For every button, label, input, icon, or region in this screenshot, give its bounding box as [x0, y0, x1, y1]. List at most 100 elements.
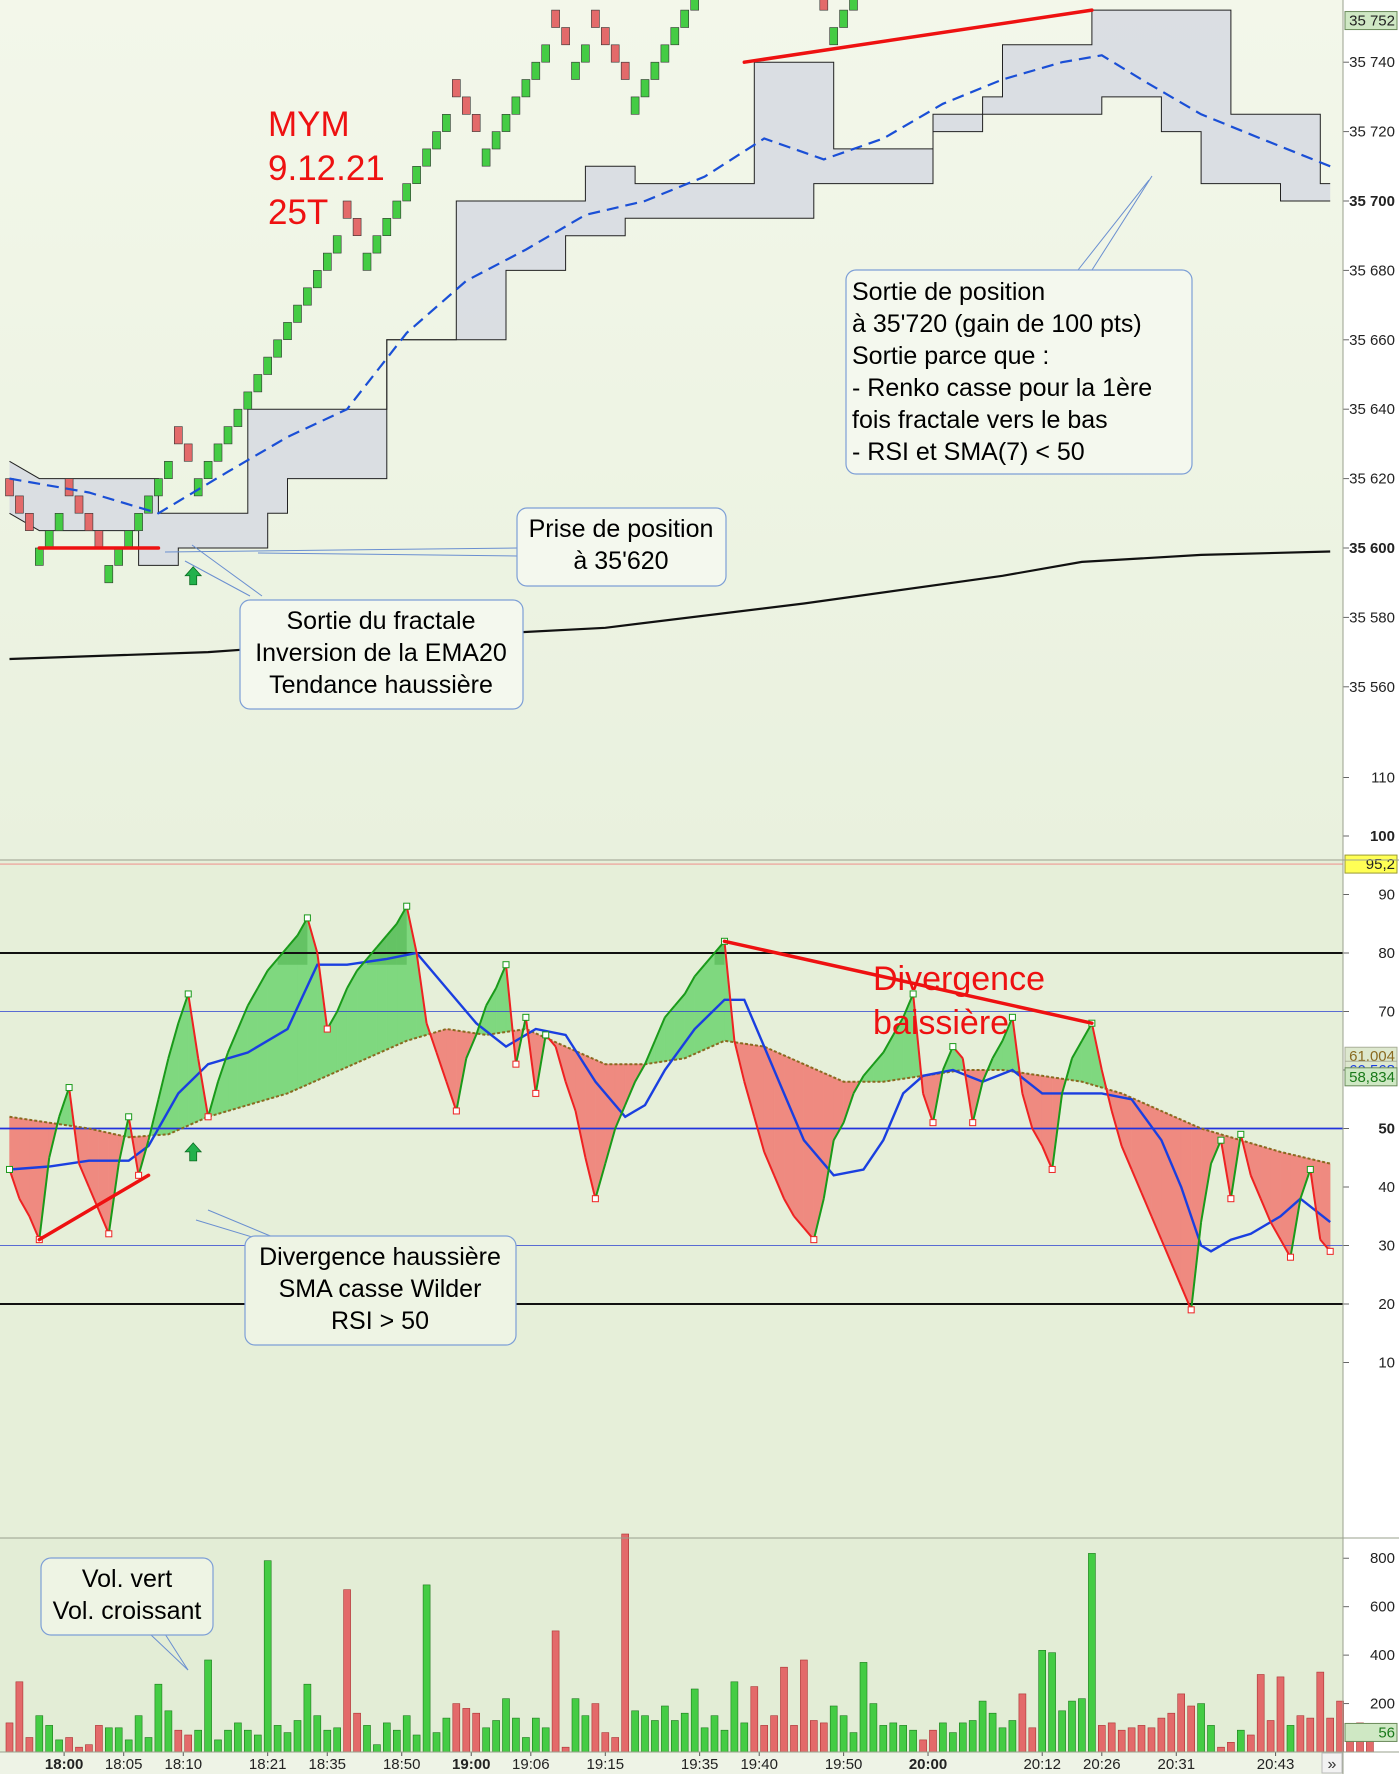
bull-div-callout-line: RSI > 50 [331, 1307, 429, 1335]
price-tick-label: 35 620 [1349, 471, 1395, 488]
renko-brick-down [562, 28, 570, 45]
volume-callout: Vol. vert Vol. croissant [41, 1558, 213, 1635]
rsi-panel-bg [0, 860, 1343, 1538]
chart-title-symbol: MYM [268, 105, 350, 144]
volume-bar [244, 1730, 251, 1752]
renko-brick-up [661, 45, 669, 62]
volume-bar [234, 1723, 241, 1752]
volume-bar [751, 1687, 758, 1752]
volume-bar [1237, 1730, 1244, 1752]
price-tick-label: 35 680 [1349, 262, 1395, 279]
renko-brick-up [224, 427, 232, 444]
renko-brick-down [6, 479, 14, 496]
renko-brick-up [35, 548, 43, 565]
volume-bar [1039, 1650, 1046, 1752]
renko-brick-up [641, 80, 649, 97]
rsi-fill-segment [1171, 1115, 1181, 1286]
renko-brick-down [65, 479, 73, 496]
volume-bar [145, 1738, 152, 1753]
volume-bar [1029, 1728, 1036, 1752]
rsi-fill-segment [357, 959, 367, 1063]
rsi-pivot-point [592, 1196, 598, 1202]
renko-brick-up [313, 270, 321, 287]
volume-bar [26, 1738, 33, 1753]
volume-bar [681, 1713, 688, 1752]
volume-bar [1158, 1718, 1165, 1752]
exit-callout-line: Sortie de position [852, 278, 1045, 306]
renko-brick-down [75, 496, 83, 513]
rsi-pivot-point [1238, 1131, 1244, 1137]
renko-brick-up [502, 114, 510, 131]
renko-brick-up [333, 236, 341, 253]
time-tick-label: 19:50 [825, 1756, 863, 1773]
renko-brick-up [532, 62, 540, 79]
rsi-fill-segment [705, 953, 715, 1050]
rsi-pivot-point [1287, 1254, 1293, 1260]
volume-bar [195, 1730, 202, 1752]
time-tick-label: 18:00 [45, 1756, 83, 1773]
volume-bar [691, 1689, 698, 1752]
time-tick-label: 18:35 [308, 1756, 346, 1773]
time-tick-label: 19:06 [512, 1756, 550, 1773]
rsi-pivot-point [1327, 1248, 1333, 1254]
volume-bar [344, 1590, 351, 1752]
volume-bar [1218, 1747, 1225, 1752]
renko-brick-up [403, 184, 411, 201]
volume-bar [1088, 1553, 1095, 1752]
renko-brick-up [45, 531, 53, 548]
rsi-pivot-point [503, 962, 509, 968]
volume-bar [562, 1747, 569, 1752]
volume-tick-label: 600 [1370, 1599, 1395, 1616]
volume-bar [741, 1723, 748, 1752]
rsi-tick-label: 100 [1370, 828, 1395, 845]
volume-bar [612, 1738, 619, 1753]
volume-bar [542, 1728, 549, 1752]
renko-brick-up [294, 305, 302, 322]
volume-bar [939, 1723, 946, 1752]
renko-brick-up [135, 513, 143, 530]
rsi-pivot-point [950, 1044, 956, 1050]
renko-brick-down [25, 513, 33, 530]
renko-brick-up [433, 132, 441, 149]
volume-bar [403, 1716, 410, 1752]
renko-brick-down [611, 45, 619, 62]
volume-bar [622, 1534, 629, 1752]
rsi-fill-segment [695, 965, 705, 1054]
volume-bar [1307, 1718, 1314, 1752]
volume-bar [781, 1667, 788, 1752]
rsi-pivot-point [106, 1231, 112, 1237]
renko-brick-up [542, 45, 550, 62]
renko-brick-up [194, 479, 202, 496]
volume-bar [463, 1708, 470, 1752]
price-tick-label: 35 700 [1349, 193, 1395, 210]
volume-bar [373, 1745, 380, 1752]
rsi-pivot-point [304, 915, 310, 921]
entry-callout-line: Prise de position [529, 515, 714, 543]
volume-bar [205, 1660, 212, 1752]
volume-bar [1208, 1725, 1215, 1752]
volume-bar [671, 1721, 678, 1753]
renko-brick-down [820, 0, 828, 10]
volume-bar [522, 1738, 529, 1753]
price-tick-label: 35 640 [1349, 401, 1395, 418]
volume-bar [1078, 1699, 1085, 1752]
volume-bar [304, 1684, 311, 1752]
volume-bar [225, 1730, 232, 1752]
volume-bar [314, 1716, 321, 1752]
rsi-pivot-point [404, 903, 410, 909]
rsi-pivot-point [7, 1166, 13, 1172]
rsi-tick-label: 40 [1378, 1179, 1395, 1196]
volume-bar [642, 1716, 649, 1752]
rsi-pivot-point [1307, 1166, 1313, 1172]
last-price-label: 35 752 [1349, 13, 1395, 30]
volume-bar [105, 1728, 112, 1752]
volume-bar [165, 1711, 172, 1752]
volume-bar [880, 1725, 887, 1752]
time-tick-label: 20:12 [1023, 1756, 1061, 1773]
rsi-pivot-point [126, 1114, 132, 1120]
rsi-pivot-point [185, 991, 191, 997]
volume-bar [16, 1682, 23, 1752]
renko-brick-up [840, 10, 848, 27]
rsi-fill-segment [1161, 1111, 1171, 1263]
